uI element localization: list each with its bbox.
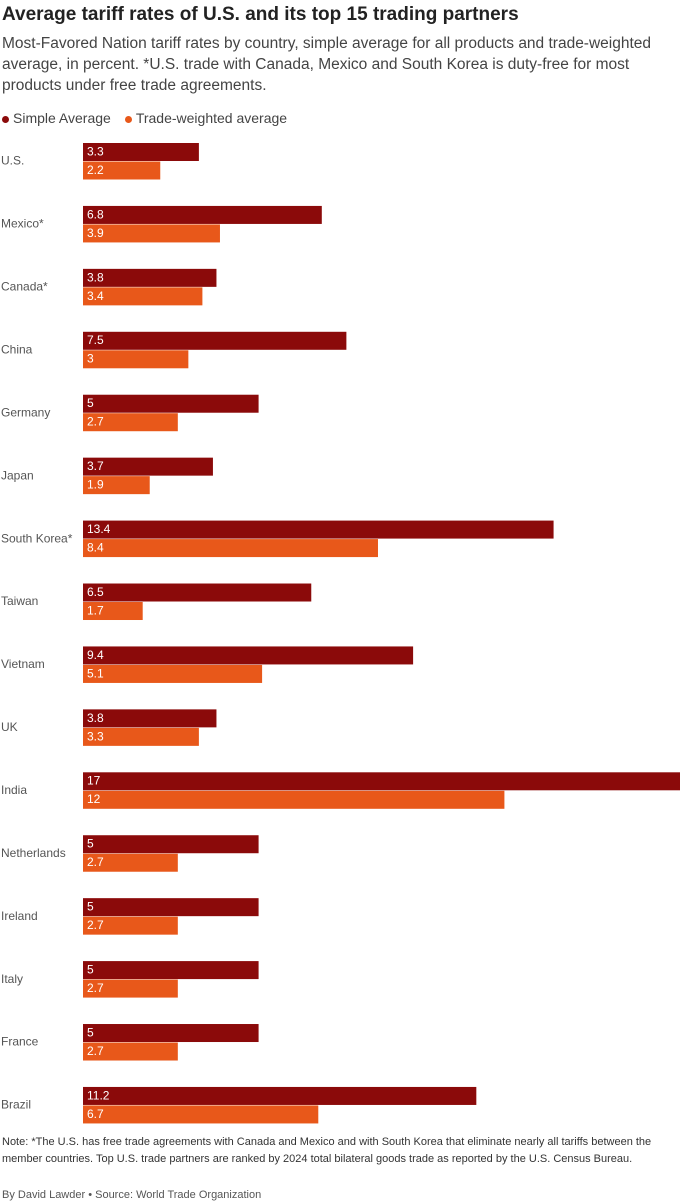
bar — [83, 1042, 178, 1061]
bar — [83, 143, 199, 161]
value-label: 11.2 — [87, 1088, 110, 1102]
bar — [83, 394, 259, 413]
value-label: 2.2 — [87, 163, 104, 177]
legend-swatch — [2, 115, 9, 123]
bar — [83, 224, 220, 243]
value-label: 2.7 — [87, 981, 104, 995]
value-label: 3.8 — [87, 711, 104, 725]
value-label: 5.1 — [87, 666, 104, 680]
y-tick-label: Taiwan — [1, 594, 38, 608]
bar — [83, 413, 178, 432]
bar — [83, 1086, 477, 1105]
note: Note: *The U.S. has free trade agreement… — [2, 1136, 652, 1165]
value-label: 12 — [87, 792, 101, 806]
y-tick-label: UK — [1, 720, 18, 734]
bar — [83, 772, 680, 791]
value-label: 5 — [87, 1025, 94, 1039]
value-label: 5 — [87, 900, 94, 914]
value-label: 6.5 — [87, 585, 104, 599]
value-label: 3.3 — [87, 729, 104, 743]
y-tick-label: Ireland — [1, 909, 38, 923]
chart-title: Average tariff rates of U.S. and its top… — [2, 4, 519, 25]
bar — [83, 350, 189, 369]
value-label: 3.3 — [87, 144, 104, 158]
value-label: 17 — [87, 774, 101, 788]
y-tick-label: Japan — [1, 468, 34, 482]
value-label: 5 — [87, 396, 94, 410]
bar — [83, 583, 312, 602]
bar — [83, 961, 259, 980]
value-label: 1.9 — [87, 478, 104, 492]
bar — [83, 664, 263, 683]
y-tick-label: Brazil — [1, 1098, 31, 1112]
y-tick-label: China — [1, 342, 33, 356]
bar — [83, 1024, 259, 1043]
value-label: 8.4 — [87, 541, 104, 555]
bar — [83, 646, 414, 665]
bar — [83, 853, 178, 872]
bar — [83, 835, 259, 854]
legend-swatch — [124, 115, 132, 123]
value-label: 3.7 — [87, 459, 104, 473]
bar — [83, 520, 554, 539]
legend-item: Simple Average — [2, 110, 111, 126]
value-label: 3.4 — [87, 289, 104, 303]
value-label: 6.8 — [87, 207, 104, 221]
legend-label: Trade-weighted average — [135, 110, 288, 126]
bar — [83, 898, 259, 917]
bar — [83, 205, 322, 224]
bar — [83, 161, 161, 180]
bar — [83, 287, 203, 306]
bar — [83, 1105, 319, 1124]
y-tick-label: Canada* — [1, 280, 48, 294]
bar — [83, 476, 150, 495]
value-label: 3 — [87, 352, 94, 366]
bar — [83, 727, 199, 746]
value-label: 5 — [87, 963, 94, 977]
legend-item: Trade-weighted average — [124, 110, 288, 126]
y-tick-label: France — [1, 1035, 39, 1049]
legend-label: Simple Average — [13, 110, 111, 126]
value-label: 3.8 — [87, 270, 104, 284]
value-label: 5 — [87, 837, 94, 851]
bar — [83, 979, 178, 998]
bar — [83, 602, 143, 621]
y-tick-label: U.S. — [1, 154, 24, 168]
y-tick-label: Italy — [1, 972, 23, 986]
bar — [83, 709, 217, 728]
y-tick-label: India — [1, 783, 27, 797]
bar — [83, 457, 213, 476]
chart-subtitle: Most-Favored Nation tariff rates by coun… — [2, 35, 652, 94]
value-label: 2.7 — [87, 415, 104, 429]
byline: By David Lawder • Source: World Trade Or… — [2, 1189, 262, 1201]
bar — [83, 539, 378, 558]
value-label: 1.7 — [87, 603, 104, 617]
value-label: 7.5 — [87, 333, 104, 347]
y-tick-label: Vietnam — [1, 657, 45, 671]
bar — [83, 790, 505, 809]
value-label: 13.4 — [87, 522, 111, 536]
y-tick-label: Germany — [1, 405, 50, 419]
value-label: 2.7 — [87, 855, 104, 869]
legend: Simple Average Trade-weighted average — [2, 110, 287, 126]
y-tick-label: Netherlands — [1, 846, 66, 860]
value-label: 3.9 — [87, 226, 104, 240]
y-tick-label: South Korea* — [1, 531, 73, 545]
bar — [83, 331, 347, 350]
bar — [83, 268, 217, 287]
bar — [83, 916, 178, 935]
value-label: 2.7 — [87, 918, 104, 932]
value-label: 2.7 — [87, 1044, 104, 1058]
value-label: 9.4 — [87, 648, 104, 662]
y-tick-label: Mexico* — [1, 217, 44, 231]
value-label: 6.7 — [87, 1107, 104, 1121]
